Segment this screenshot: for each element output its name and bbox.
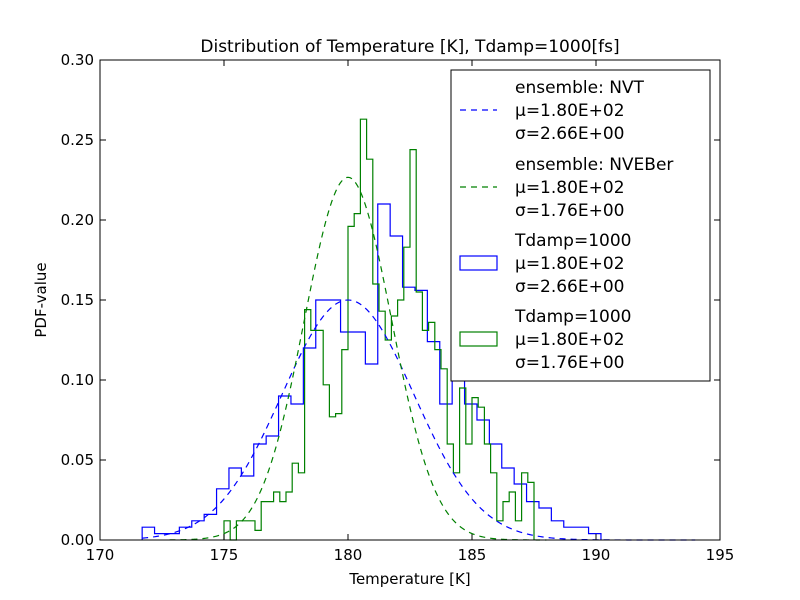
legend-sigma-nvt-curve: σ=2.66E+00 — [515, 124, 625, 144]
legend-label-nvt-curve: ensemble: NVT — [515, 78, 645, 98]
plot-frame — [99, 59, 721, 541]
y-tick-label: 0.00 — [61, 531, 94, 549]
x-axis-label: Temperature [K] — [348, 570, 470, 588]
legend-sigma-blue-histogram: σ=2.66E+00 — [515, 277, 625, 297]
y-axis-label: PDF-value — [32, 262, 50, 337]
pdf-curve-0 — [142, 299, 696, 541]
legend-mu-nvt-curve: μ=1.80E+02 — [515, 101, 625, 121]
x-tick-label: 185 — [458, 546, 487, 564]
y-tick-label: 0.15 — [61, 291, 94, 309]
y-tick-label: 0.30 — [61, 51, 94, 69]
legend-key-green-histogram — [459, 331, 498, 347]
plot-content — [141, 118, 696, 541]
legend-mu-green-histogram: μ=1.80E+02 — [515, 330, 625, 350]
x-tick-label: 170 — [86, 546, 115, 564]
y-tick-label: 0.05 — [61, 451, 94, 469]
legend-label-nveber-curve: ensemble: NVEBer — [515, 155, 673, 175]
y-tick-label: 0.10 — [61, 371, 94, 389]
legend-key-blue-histogram — [459, 255, 498, 271]
legend-label-blue-histogram: Tdamp=1000 — [514, 231, 631, 251]
legend-sigma-nveber-curve: σ=1.76E+00 — [515, 201, 625, 221]
x-tick-label: 175 — [210, 546, 239, 564]
histogram-series-1 — [223, 118, 535, 541]
x-tick-label: 180 — [334, 546, 363, 564]
pdf-curve-1 — [169, 176, 547, 541]
y-tick-label: 0.20 — [61, 211, 94, 229]
x-tick-label: 195 — [706, 546, 735, 564]
legend: ensemble: NVT μ=1.80E+02 σ=2.66E+00 ense… — [450, 69, 711, 382]
chart-title: Distribution of Temperature [K], Tdamp=1… — [200, 37, 619, 57]
x-tick-label: 190 — [582, 546, 611, 564]
legend-label-green-histogram: Tdamp=1000 — [514, 307, 631, 327]
legend-mu-blue-histogram: μ=1.80E+02 — [515, 254, 625, 274]
axis-ticks: 170 175 180 185 190 195 0.00 0.05 0.10 0.15 0.20 0.… — [61, 51, 735, 564]
legend-mu-nveber-curve: μ=1.80E+02 — [515, 178, 625, 198]
y-tick-label: 0.25 — [61, 131, 94, 149]
legend-frame — [450, 69, 711, 382]
legend-sigma-green-histogram: σ=1.76E+00 — [515, 353, 625, 373]
